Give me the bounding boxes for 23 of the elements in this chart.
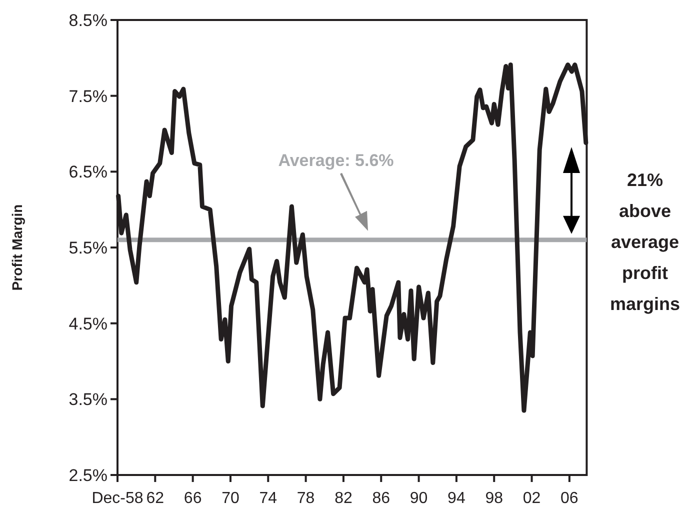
y-tick-label: 4.5% <box>68 314 108 334</box>
y-tick-label: 6.5% <box>68 162 108 182</box>
ref-line-label: Average: 5.6% <box>278 150 394 170</box>
x-tick-label: Dec-58 <box>92 490 144 507</box>
x-tick-label: 70 <box>222 490 240 507</box>
x-tick-label: 94 <box>448 490 466 507</box>
x-tick-label: 06 <box>560 490 578 507</box>
y-tick-label: 7.5% <box>68 86 108 106</box>
x-tick-label: 90 <box>410 490 428 507</box>
x-tick-label: 02 <box>522 490 541 507</box>
x-tick-label: 98 <box>485 490 504 507</box>
y-axis-title: Profit Margin <box>9 204 25 291</box>
y-tick-label: 2.5% <box>68 466 108 485</box>
x-tick-label: 86 <box>372 490 390 507</box>
x-tick-label: 62 <box>146 490 164 507</box>
x-tick-label: 78 <box>296 490 315 507</box>
x-tick-label: 74 <box>259 490 278 507</box>
y-tick-label: 3.5% <box>68 390 108 410</box>
y-tick-label: 5.5% <box>68 238 108 258</box>
text: 21% above average profit margins <box>610 170 680 314</box>
x-tick-label: 82 <box>334 490 352 507</box>
x-tick-label: 66 <box>184 490 202 507</box>
y-tick-label: 8.5% <box>68 10 108 30</box>
